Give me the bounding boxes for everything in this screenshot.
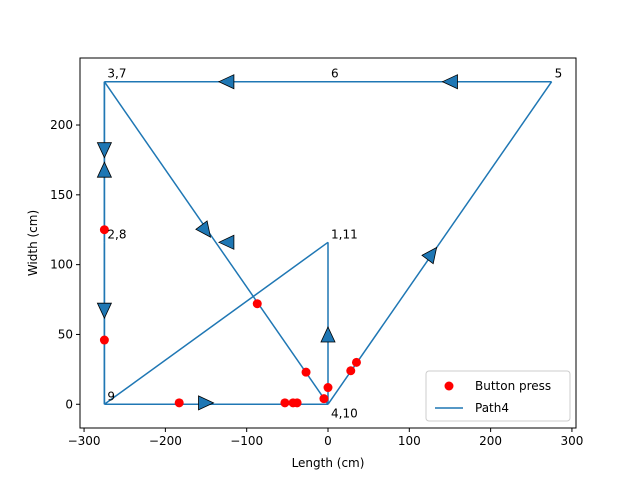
button-press-point (301, 367, 311, 377)
y-axis-label: Width (cm) (26, 210, 40, 276)
waypoint-label: 9 (107, 389, 115, 403)
waypoint-label: 4,10 (331, 406, 358, 420)
x-tick-label: −100 (230, 434, 263, 448)
x-tick-label: 200 (479, 434, 502, 448)
direction-arrow-icon (96, 302, 113, 320)
x-axis-ticks: −300 −200 −100 0 100 200 300 (68, 428, 583, 448)
waypoint-label: 2,8 (107, 227, 126, 241)
path-segment (103, 241, 329, 405)
button-press-point (174, 398, 184, 408)
waypoint-label: 5 (555, 67, 563, 81)
direction-arrow-icon (421, 246, 438, 265)
button-press-point (351, 357, 361, 367)
button-press-point (280, 398, 290, 408)
direction-arrows (96, 74, 458, 411)
x-tick-label: 0 (324, 434, 332, 448)
direction-arrow-icon (441, 74, 458, 90)
y-tick-label: 50 (58, 327, 73, 341)
path-segment (103, 81, 329, 405)
button-press-point (99, 225, 109, 235)
direction-arrow-icon (96, 142, 113, 159)
button-press-point (346, 366, 356, 376)
legend: Button press Path4 (425, 370, 571, 422)
direction-arrow-icon (96, 161, 113, 178)
x-tick-label: 100 (398, 434, 421, 448)
button-press-point (292, 398, 302, 408)
x-tick-label: 300 (560, 434, 583, 448)
x-axis-label: Length (cm) (292, 456, 365, 470)
y-tick-label: 100 (50, 258, 73, 272)
waypoint-label: 6 (331, 67, 339, 81)
button-press-point (252, 299, 262, 309)
direction-arrow-icon (198, 395, 215, 411)
y-axis-ticks: 0 50 100 150 200 (50, 118, 80, 411)
waypoint-labels: 3,7 6 5 2,8 1,11 9 4,10 (107, 67, 562, 421)
button-press-point (319, 394, 329, 404)
x-tick-label: −200 (149, 434, 182, 448)
y-tick-label: 0 (65, 397, 73, 411)
y-tick-label: 150 (50, 188, 73, 202)
direction-arrow-icon (195, 220, 212, 238)
legend-marker-button-press (444, 381, 454, 391)
button-press-series (99, 225, 361, 408)
direction-arrow-icon (320, 326, 336, 343)
button-press-point (323, 383, 333, 393)
path-series (103, 80, 553, 406)
legend-label-path: Path4 (475, 401, 509, 415)
direction-arrow-icon (217, 74, 235, 90)
path-segment (327, 81, 553, 405)
waypoint-label: 3,7 (107, 67, 126, 81)
direction-arrow-icon (217, 234, 235, 250)
waypoint-label: 1,11 (331, 227, 358, 241)
y-tick-label: 200 (50, 118, 73, 132)
x-tick-label: −300 (68, 434, 101, 448)
legend-label-button-press: Button press (475, 379, 551, 393)
button-press-point (99, 335, 109, 345)
